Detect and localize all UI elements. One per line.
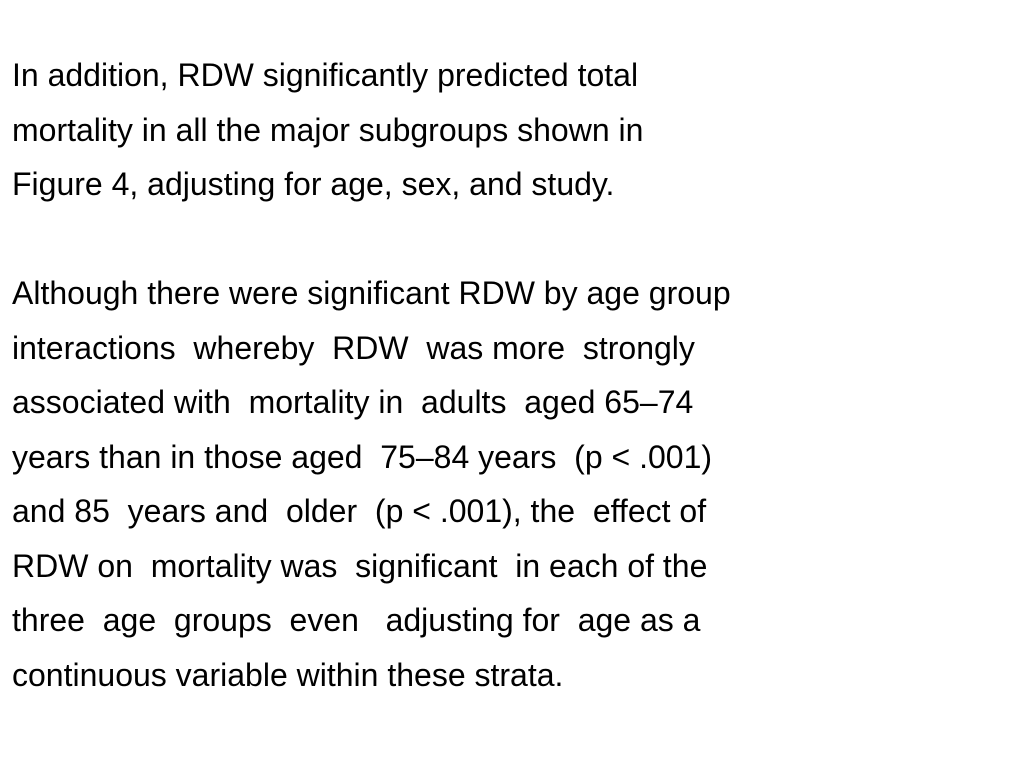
text-body: In addition, RDW significantly predicted…	[12, 48, 1017, 757]
paragraph: Although there were significant RDW by a…	[12, 266, 1017, 702]
text-line: Figure 4, adjusting for age, sex, and st…	[12, 166, 615, 202]
text-line: and 85 years and older (p < .001), the e…	[12, 493, 707, 529]
text-line: years than in those aged 75–84 years (p …	[12, 438, 713, 475]
text-line: RDW on mortality was significant in each…	[12, 547, 708, 584]
text-line: associated with mortality in adults aged…	[12, 384, 694, 420]
paragraph: In addition, RDW significantly predicted…	[12, 48, 1017, 212]
text-line: continuous variable within these strata.	[12, 656, 564, 693]
text-line: mortality in all the major subgroups sho…	[12, 111, 644, 148]
text-line: three age groups even adjusting for age …	[12, 602, 701, 638]
text-line: In addition, RDW significantly predicted…	[12, 57, 639, 93]
text-line: Although there were significant RDW by a…	[12, 275, 731, 311]
text-line: interactions whereby RDW was more strong…	[12, 329, 695, 366]
